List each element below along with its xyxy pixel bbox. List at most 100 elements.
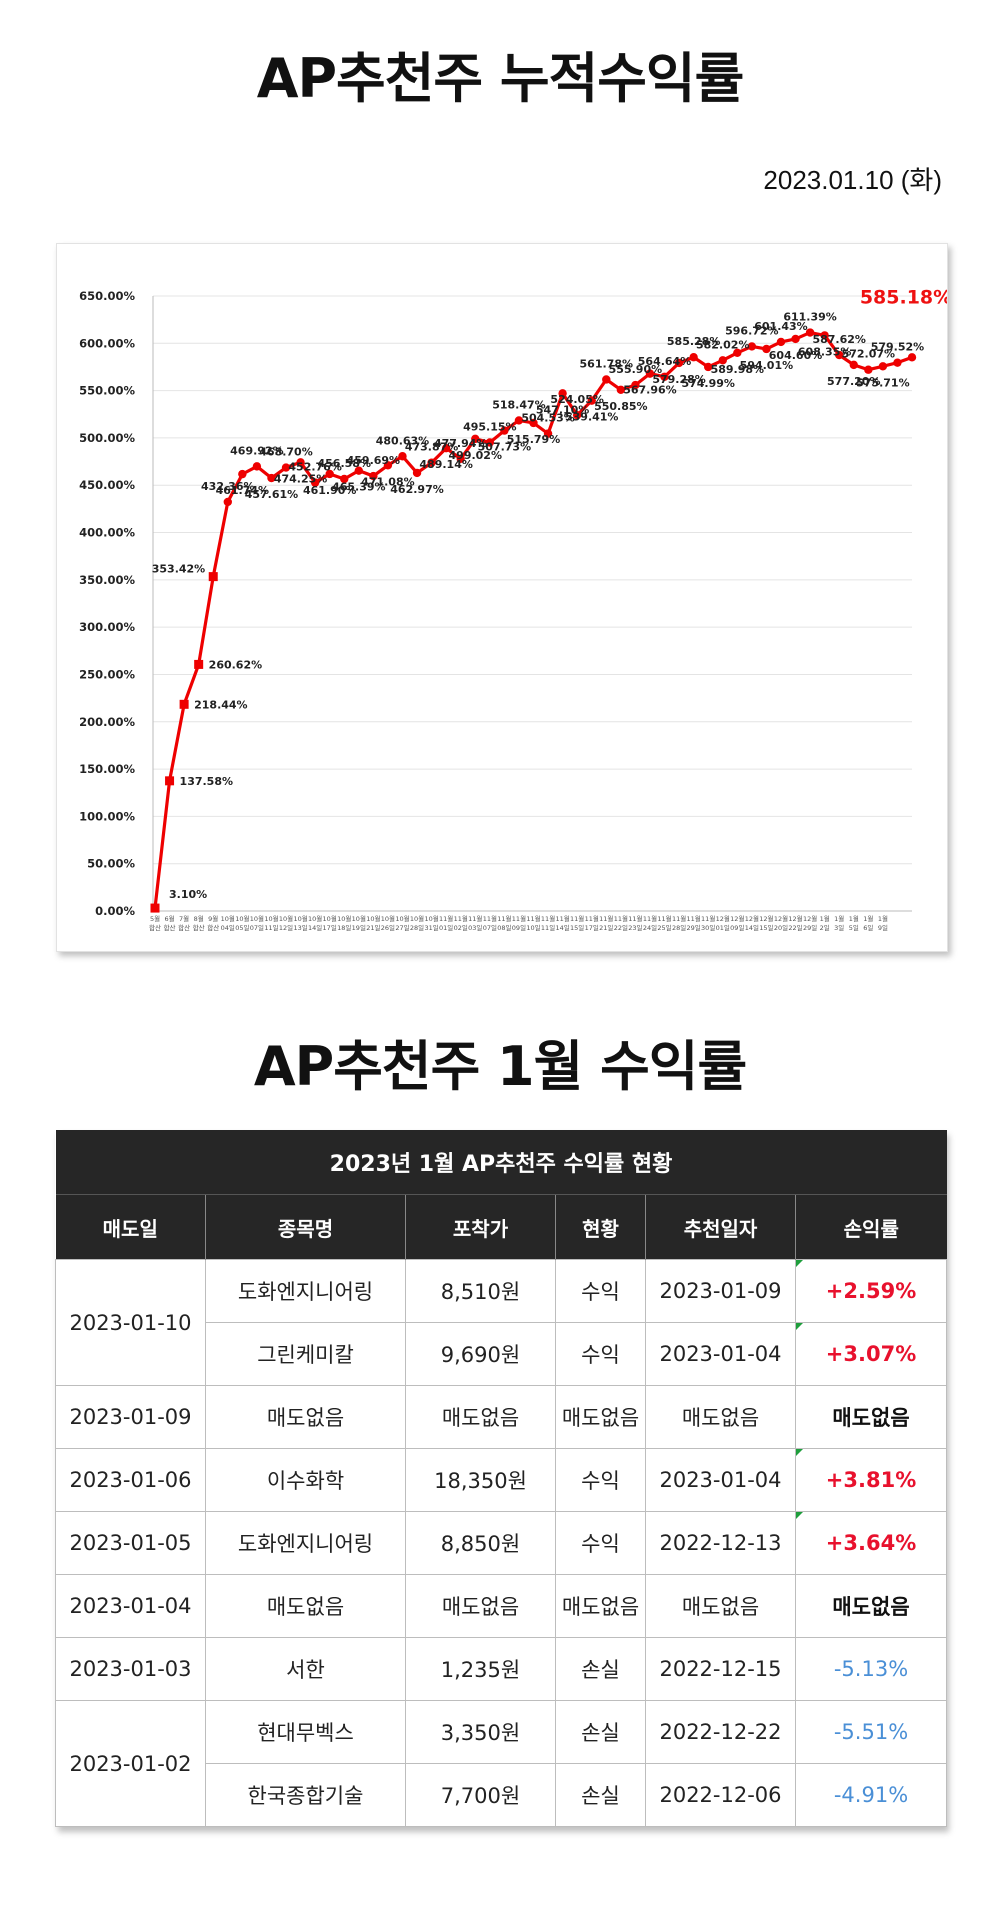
data-label: 601.43% [754, 320, 807, 333]
data-point [674, 358, 684, 368]
profit-rate-cell: +3.07% [794, 1322, 948, 1386]
data-label: 452.76% [288, 461, 341, 474]
x-tick-label: 10월 [264, 914, 278, 923]
sell-date-cell: 2023-01-02 [55, 1700, 206, 1827]
return-table: 2023년 1월 AP추천주 수익률 현황 매도일 종목명 포착가 현황 추천일자 손익률… [55, 1130, 948, 1827]
data-point [878, 362, 888, 371]
x-tick-label: 11월 [512, 914, 526, 923]
x-tick-label: 10월 [323, 914, 337, 923]
x-tick-label: 10일 [526, 923, 540, 932]
status-cell: 수익 [555, 1448, 646, 1512]
x-tick-label: 11일 [541, 923, 555, 932]
y-tick-label: 50.00% [87, 857, 135, 871]
x-tick-label: 11월 [585, 914, 599, 923]
data-point [733, 348, 742, 357]
data-point [485, 438, 495, 447]
x-tick-label: 12월 [716, 914, 730, 923]
data-point [864, 365, 873, 374]
x-tick-label: 15일 [759, 923, 773, 932]
data-point [223, 497, 232, 507]
data-label: 596.72% [725, 324, 778, 337]
capture-price-cell: 8,850원 [405, 1511, 556, 1575]
data-label: 547.10% [536, 403, 589, 416]
data-label: 462.97% [390, 483, 443, 496]
x-tick-label: 03일 [468, 923, 482, 932]
data-label: 457.61% [245, 488, 298, 501]
x-tick-label: 11월 [454, 914, 468, 923]
data-label: 608.35% [798, 345, 851, 358]
table-row: 2023-01-02 현대무벡스 3,350원 손실 2022-12-22 -5.51% [55, 1700, 948, 1827]
x-tick-label: 11월 [541, 914, 555, 923]
x-tick-label: 3일 [834, 923, 844, 932]
data-label: 471.08% [361, 475, 414, 488]
y-tick-label: 550.00% [79, 384, 135, 398]
data-point [194, 659, 204, 669]
x-tick-label: 11월 [643, 914, 657, 923]
data-point [587, 396, 596, 405]
data-label: 480.63% [376, 434, 429, 447]
data-label: 432.36% [201, 480, 254, 493]
data-label: 579.52% [871, 341, 924, 354]
x-tick-label: 11월 [483, 914, 497, 923]
data-point [441, 443, 451, 453]
data-point [602, 375, 611, 384]
x-tick-label: 11월 [555, 914, 569, 923]
x-tick-label: 12월 [788, 914, 802, 923]
data-point [471, 434, 480, 444]
data-label: 574.99% [681, 377, 734, 390]
data-label: 473.87% [405, 441, 458, 454]
x-tick-label: 10월 [293, 914, 307, 923]
data-point [500, 426, 509, 435]
x-tick-label: 30일 [701, 923, 715, 932]
x-tick-label: 10월 [395, 914, 409, 923]
x-tick-label: 02일 [454, 923, 468, 932]
stock-name-cell: 한국종합기술 [205, 1763, 406, 1827]
x-tick-label: 12월 [730, 914, 744, 923]
recommend-date-cell: 2022-12-22 [645, 1700, 796, 1764]
data-label: 589.98% [711, 363, 764, 376]
x-tick-label: 5월 [150, 914, 160, 923]
data-label: 555.90% [609, 363, 662, 376]
x-tick-label: 10월 [337, 914, 351, 923]
data-point [296, 458, 305, 467]
x-tick-label: 17일 [323, 923, 337, 932]
x-tick-label: 09일 [512, 923, 526, 932]
stock-name-cell: 도화엔지니어링 [205, 1511, 406, 1575]
recommend-date-cell: 2022-12-13 [645, 1511, 796, 1575]
y-tick-label: 300.00% [79, 620, 135, 634]
x-tick-label: 10월 [221, 914, 235, 923]
monthly-return-table: 2023년 1월 AP추천주 수익률 현황 매도일 종목명 포착가 현황 추천일자 손익률… [55, 1130, 948, 1827]
x-tick-label: 12월 [745, 914, 759, 923]
data-point [572, 410, 582, 420]
x-tick-label: 8월 [194, 914, 204, 923]
x-tick-label: 27일 [395, 923, 409, 932]
data-label: 579.28% [652, 373, 705, 386]
x-tick-label: 29일 [687, 923, 701, 932]
data-point [238, 469, 247, 479]
x-tick-label: 28일 [672, 923, 686, 932]
sell-date-cell: 2023-01-06 [55, 1448, 206, 1512]
x-tick-label: 12월 [774, 914, 788, 923]
x-tick-label: 21일 [366, 923, 380, 932]
x-tick-label: 11월 [497, 914, 511, 923]
x-tick-label: 합산 [178, 923, 190, 932]
data-point [281, 463, 291, 472]
x-tick-label: 01일 [716, 923, 730, 932]
x-tick-label: 2일 [820, 923, 830, 932]
data-label: 456.58% [318, 457, 371, 470]
data-label: 585.28% [667, 335, 720, 348]
recommend-date-cell: 2023-01-04 [645, 1448, 796, 1512]
x-tick-label: 1월 [849, 914, 859, 923]
cumulative-return-chart: 0.00% 50.00% 100.00% 150.00% 200.00% 250.00% 3… [56, 243, 948, 952]
data-label: 539.41% [565, 411, 618, 424]
column-header: 포착가 [405, 1194, 556, 1260]
status-cell: 손실 [555, 1763, 646, 1827]
x-tick-label: 21일 [599, 923, 613, 932]
column-header: 손익률 [794, 1194, 947, 1260]
x-tick-label: 11월 [614, 914, 628, 923]
recommend-date-cell: 2023-01-09 [645, 1259, 796, 1323]
data-point [208, 572, 218, 582]
stock-name-cell: 도화엔지니어링 [205, 1259, 406, 1323]
data-point [514, 416, 524, 425]
y-tick-label: 0.00% [95, 904, 135, 918]
